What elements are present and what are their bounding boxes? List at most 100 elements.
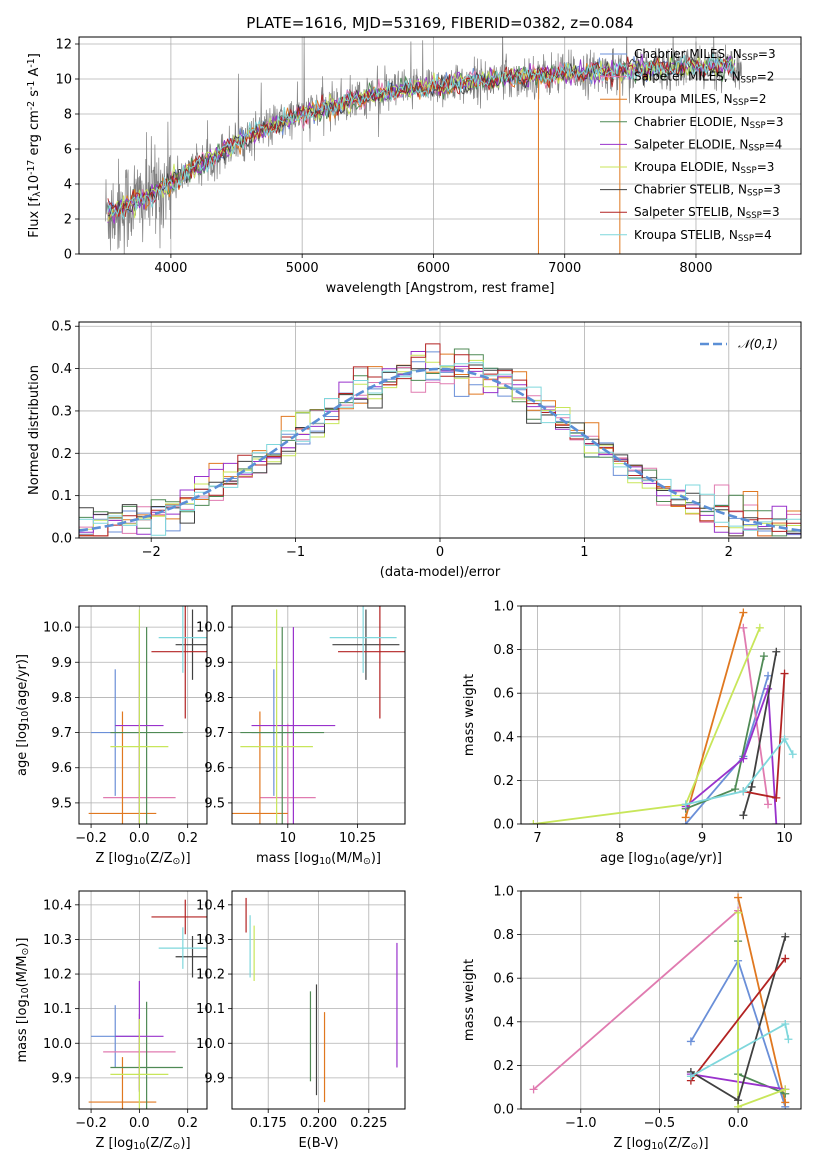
weight-marker (755, 623, 764, 632)
x-tick-label: 4000 (154, 261, 187, 276)
y-tick-label: 10.4 (196, 898, 225, 913)
weight-marker (681, 800, 690, 809)
axes-mass-vs-EBV: 0.175 0.200 0.225 9.9 10.0 10.1 10.2 10.3 10.4 E(… (196, 890, 406, 1151)
x-tick-label: 0.175 (250, 1116, 287, 1131)
residual-legend: 𝒩(0,1) (700, 337, 778, 351)
y-tick-label: 0.3 (51, 404, 72, 419)
y-axis-label: Flux [fλ10-17 erg cm-2 s-1 A-1] (26, 53, 43, 238)
weight-marker (529, 820, 538, 824)
y-tick-label: 10.2 (43, 968, 72, 983)
weight-marker (681, 813, 690, 822)
residual-histogram-5 (79, 351, 801, 538)
axes-residuals: −2 −1 0 1 2 0.0 0.1 0.2 0.3 0.4 0.5 (data-model)/er… (27, 320, 802, 580)
x-tick-label: 7000 (548, 261, 581, 276)
plot-area-age-vs-mass (232, 606, 405, 824)
y-tick-label: 1.0 (493, 885, 514, 900)
weight-marker (734, 1096, 743, 1105)
y-tick-label: 0.8 (493, 928, 514, 943)
plot-area-mass-vs-Z (88, 899, 207, 1109)
x-tick-label: 8 (616, 831, 624, 846)
x-tick-label: 10.25 (339, 831, 376, 846)
x-tick-label: 0.0 (129, 1116, 150, 1131)
x-axis-label: age [log10(age/yr)] (600, 851, 722, 867)
plot-area-residuals (79, 343, 801, 538)
y-tick-label: 8 (64, 108, 72, 123)
weight-marker (781, 1085, 790, 1094)
x-tick-label: 0.200 (300, 1116, 337, 1131)
axes-weight-vs-Z: −1.0 −0.5 0.0 0.0 0.2 0.4 0.6 0.8 1.0 Z [log10(Z/… (462, 885, 802, 1152)
x-axis-label: (data-model)/error (380, 565, 501, 580)
y-tick-label: 10.3 (43, 933, 72, 948)
plot-area-spectrum (104, 37, 743, 254)
y-tick-label: 6 (64, 143, 72, 158)
y-tick-label: 9.6 (204, 761, 225, 776)
legend-label: Kroupa MILES, NSSP=2 (634, 92, 767, 108)
y-tick-label: 0.5 (51, 320, 72, 335)
y-tick-label: 9.9 (51, 656, 72, 671)
x-tick-label: −1.0 (565, 1116, 597, 1131)
y-tick-label: 9.7 (51, 726, 72, 741)
y-axis-label: age [log10(age/yr)] (15, 654, 31, 776)
x-tick-label: 8000 (679, 261, 712, 276)
weight-marker (739, 811, 748, 820)
y-tick-label: 10 (55, 73, 72, 88)
y-tick-label: 1.0 (493, 600, 514, 615)
y-tick-label: 4 (64, 178, 72, 193)
y-tick-label: 9.5 (204, 796, 225, 811)
axes-frame (78, 605, 208, 825)
y-tick-label: 9.9 (204, 1071, 225, 1086)
x-tick-label: −1 (286, 545, 305, 560)
x-tick-label: 5000 (286, 261, 319, 276)
axes-frame (78, 321, 802, 539)
x-tick-label: 0.225 (350, 1116, 387, 1131)
x-tick-label: 0.0 (728, 1116, 749, 1131)
y-tick-label: 0.8 (493, 643, 514, 658)
x-tick-label: 0.0 (129, 831, 150, 846)
y-tick-label: 9.5 (51, 796, 72, 811)
y-axis-label: Normed distribution (27, 365, 42, 495)
legend-label: Salpeter MILES, NSSP=2 (634, 70, 774, 86)
model-spectrum-8 (107, 56, 736, 218)
x-tick-label: −0.2 (75, 831, 107, 846)
x-tick-label: 10 (280, 831, 297, 846)
weight-marker (739, 608, 748, 617)
y-tick-label: 2 (64, 213, 72, 228)
y-tick-label: 10.0 (43, 1037, 72, 1052)
y-tick-label: 10.2 (196, 968, 225, 983)
plot-area-weight-vs-Z (529, 893, 793, 1109)
x-axis-label: mass [log10(M/M⊙)] (256, 851, 381, 867)
weight-marker (781, 954, 790, 963)
legend-label: Chabrier ELODIE, NSSP=3 (634, 115, 783, 131)
x-axis-label: Z [log10(Z/Z⊙)] (95, 1136, 190, 1152)
y-tick-label: 9.9 (204, 656, 225, 671)
axes-age-vs-Z: −0.2 0.0 0.2 9.5 9.6 9.7 9.8 9.9 10.0 Z [log10(Z/… (15, 605, 208, 867)
axes-mass-vs-Z: −0.2 0.0 0.2 9.9 10.0 10.1 10.2 10.3 10.4 Z [log1… (15, 890, 208, 1152)
y-tick-label: 10.3 (196, 933, 225, 948)
y-tick-label: 0.2 (493, 1059, 514, 1074)
y-tick-label: 10.4 (43, 898, 72, 913)
axes-frame (520, 890, 802, 1110)
model-spectrum-9 (107, 53, 736, 220)
y-tick-label: 0.2 (493, 774, 514, 789)
x-tick-label: 0.2 (177, 831, 198, 846)
weight-marker (781, 1098, 790, 1107)
y-tick-label: 0.0 (51, 532, 72, 547)
plot-area-mass-vs-EBV (245, 897, 398, 1103)
weight-line-3 (737, 897, 787, 1103)
weight-marker (739, 623, 748, 632)
weight-marker (788, 750, 797, 759)
y-tick-label: 9.9 (51, 1071, 72, 1086)
x-tick-label: −0.5 (644, 1116, 676, 1131)
x-axis-label: Z [log10(Z/Z⊙)] (613, 1136, 708, 1152)
x-tick-label: 0 (436, 545, 444, 560)
weight-marker (734, 893, 743, 902)
weight-line-9 (685, 737, 794, 806)
weight-marker (764, 671, 773, 680)
y-tick-label: 10.0 (196, 621, 225, 636)
y-tick-label: 0.1 (51, 489, 72, 504)
y-tick-label: 10.1 (43, 1002, 72, 1017)
weight-marker (529, 1085, 538, 1094)
legend-label: Kroupa ELODIE, NSSP=3 (634, 160, 774, 176)
weight-marker (739, 754, 748, 763)
